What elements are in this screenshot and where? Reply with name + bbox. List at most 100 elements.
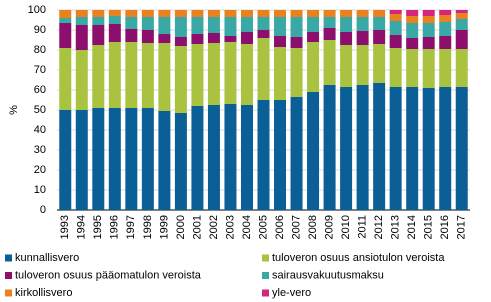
x-tick-label: 2003 — [224, 215, 236, 239]
legend-swatch — [5, 254, 12, 262]
bar-segment — [191, 34, 204, 44]
y-tick-label: 20 — [34, 164, 46, 176]
bar-segment — [439, 87, 452, 210]
bar-segment — [207, 105, 220, 210]
bar-segment — [141, 43, 154, 108]
bar-segment — [274, 47, 287, 100]
bar-segment — [59, 10, 72, 18]
bar-segment — [406, 38, 419, 49]
bar-segment — [59, 18, 72, 23]
bar-segment — [389, 48, 402, 87]
x-tick-label: 1993 — [59, 215, 71, 239]
bar-segment — [373, 30, 386, 44]
bar-segment — [207, 33, 220, 43]
bar-segment — [240, 44, 253, 105]
bar-segment — [141, 17, 154, 30]
x-tick-label: 2001 — [191, 215, 203, 239]
bar-segment — [307, 42, 320, 92]
bar-segment — [323, 28, 336, 40]
x-tick-label: 2005 — [257, 215, 269, 239]
bar-segment — [406, 23, 419, 38]
bar-segment — [108, 10, 121, 16]
x-tick-label: 2013 — [390, 215, 402, 239]
legend-label: kunnallisvero — [15, 252, 79, 264]
x-tick-label: 2008 — [307, 215, 319, 239]
bar-segment — [323, 17, 336, 28]
x-tick-label: 2002 — [208, 215, 220, 239]
bar-segment — [307, 10, 320, 17]
x-tick-label: 2000 — [175, 215, 187, 239]
bar-segment — [207, 43, 220, 105]
legend-label: yle-vero — [272, 287, 311, 299]
bar-segment — [191, 106, 204, 210]
bar-segment — [323, 85, 336, 210]
bar-segment — [240, 32, 253, 44]
bar-segment — [224, 104, 237, 210]
bar-segment — [92, 25, 105, 45]
y-tick-label: 30 — [34, 144, 46, 156]
x-tick-label: 1994 — [76, 215, 88, 239]
bar-segment — [224, 36, 237, 42]
bar-segment — [240, 10, 253, 17]
bar-segment — [274, 10, 287, 17]
x-tick-label: 2006 — [274, 215, 286, 239]
legend-label: tuloveron osuus pääomatulon veroista — [15, 269, 202, 281]
bar-segment — [307, 17, 320, 32]
bar-segment — [224, 10, 237, 17]
bar-segment — [406, 16, 419, 23]
bar-segment — [455, 13, 468, 19]
bar-segment — [174, 17, 187, 37]
x-tick-label: 2017 — [456, 215, 468, 239]
bar-segment — [158, 17, 171, 34]
bar-segment — [290, 37, 303, 48]
bar-segment — [240, 105, 253, 210]
bar-segment — [439, 36, 452, 49]
bar-segment — [389, 10, 402, 14]
bar-segment — [59, 23, 72, 48]
bar-segment — [158, 34, 171, 43]
bar-segment — [439, 49, 452, 87]
y-tick-label: 40 — [34, 124, 46, 136]
bar-segment — [257, 100, 270, 210]
bar-segment — [92, 45, 105, 108]
bar-segment — [422, 37, 435, 49]
bar-segment — [389, 87, 402, 210]
bar-segment — [207, 10, 220, 17]
bar-segment — [125, 10, 138, 17]
bar-segment — [174, 37, 187, 46]
bar-segment — [174, 46, 187, 113]
bar-segment — [356, 17, 369, 31]
bar-segment — [257, 38, 270, 100]
x-tick-label: 2015 — [423, 215, 435, 239]
bar-segment — [174, 10, 187, 17]
bar-segment — [422, 23, 435, 37]
legend-swatch — [262, 272, 269, 279]
bar-segment — [59, 110, 72, 210]
bar-segment — [274, 100, 287, 210]
y-tick-label: 90 — [34, 24, 46, 36]
x-tick-label: 2012 — [373, 215, 385, 239]
bar-segment — [191, 17, 204, 34]
bar-segment — [422, 16, 435, 23]
bar-segment — [191, 44, 204, 106]
bar-segment — [207, 17, 220, 33]
y-tick-label: 60 — [34, 84, 46, 96]
bar-segment — [340, 87, 353, 210]
bar-segment — [455, 10, 468, 13]
x-tick-label: 1995 — [92, 215, 104, 239]
x-tick-label: 1998 — [142, 215, 154, 239]
legend-label: tuloveron osuus ansiotulon veroista — [272, 252, 445, 264]
bar-segment — [356, 85, 369, 210]
bar-segment — [224, 42, 237, 104]
bar-segment — [75, 25, 88, 50]
legend-swatch — [262, 254, 269, 262]
legend-swatch — [5, 289, 12, 297]
x-tick-label: 2011 — [357, 215, 369, 239]
x-tick-label: 2004 — [241, 215, 253, 239]
bar-segment — [92, 17, 105, 25]
bar-segment — [373, 10, 386, 17]
bar-segment — [422, 49, 435, 88]
bar-segment — [274, 17, 287, 36]
y-tick-label: 50 — [34, 104, 46, 116]
